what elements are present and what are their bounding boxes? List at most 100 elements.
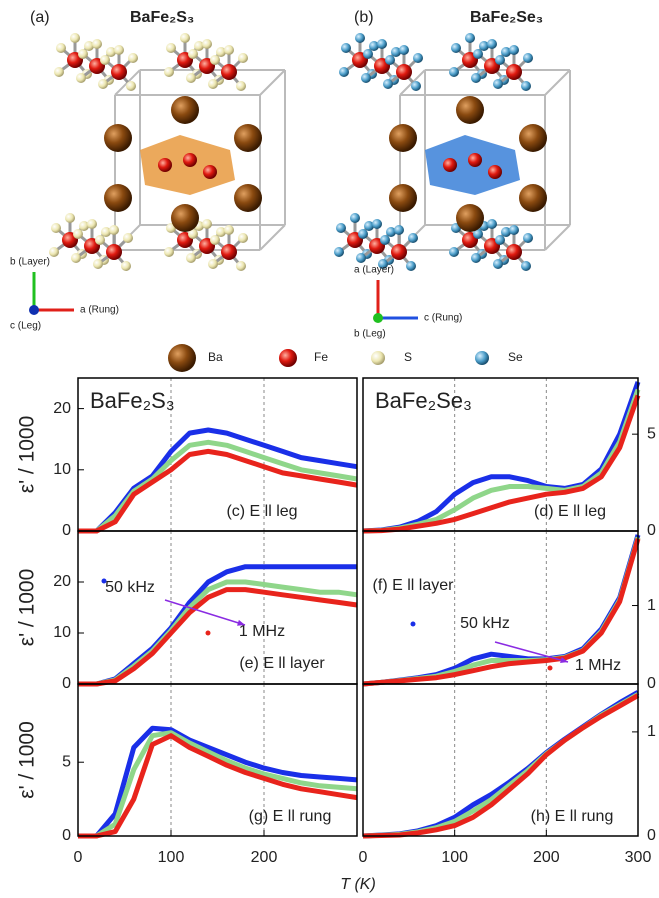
anion-atom xyxy=(523,233,533,243)
anion-atom xyxy=(236,261,246,271)
axis-label: a (Layer) xyxy=(354,265,394,276)
axis-label: b (Layer) xyxy=(10,257,50,268)
cell-edge xyxy=(545,225,570,250)
anion-atom xyxy=(413,53,423,63)
anion-atom xyxy=(65,213,75,223)
anion-atom xyxy=(449,247,459,257)
anion-atom xyxy=(385,55,395,65)
anion-atom xyxy=(224,45,234,55)
anion-atom xyxy=(166,43,176,53)
legend-label: Ba xyxy=(208,350,223,364)
legend-atom xyxy=(475,351,489,365)
annotation: 1 MHz xyxy=(239,623,285,640)
anion-atom xyxy=(92,39,102,49)
ba-atom xyxy=(171,96,199,124)
anion-atom xyxy=(210,235,220,245)
anion-atom xyxy=(471,73,481,83)
anion-atom xyxy=(87,219,97,229)
annotation-dot xyxy=(548,666,553,671)
panel-label: (h) E ll rung xyxy=(531,808,614,825)
anion-atom xyxy=(473,49,483,59)
anion-atom xyxy=(208,259,218,269)
y-tick-label: 0 xyxy=(62,827,71,844)
anion-atom xyxy=(224,225,234,235)
anion-atom xyxy=(487,219,497,229)
anion-atom xyxy=(521,81,531,91)
anion-atom xyxy=(451,43,461,53)
anion-atom xyxy=(523,53,533,63)
y-tick-label: 1 xyxy=(647,597,656,614)
annotation: 1 MHz xyxy=(575,657,621,674)
y-tick-label: 10 xyxy=(53,624,71,641)
anion-atom xyxy=(114,45,124,55)
anion-atom xyxy=(493,259,503,269)
anion-atom xyxy=(202,219,212,229)
y-tick-label: 20 xyxy=(53,400,71,417)
anion-atom xyxy=(341,43,351,53)
anion-atom xyxy=(208,79,218,89)
axis-label: c (Leg) xyxy=(10,321,41,332)
figure: (a)BaFe₂S₃b (Layer)a (Rung)c (Leg)(b)BaF… xyxy=(0,0,659,898)
anion-atom xyxy=(202,39,212,49)
anion-atom xyxy=(356,253,366,263)
anion-atom xyxy=(383,79,393,89)
legend-label: Se xyxy=(508,350,523,364)
anion-atom xyxy=(210,55,220,65)
anion-atom xyxy=(336,223,346,233)
anion-atom xyxy=(509,45,519,55)
anion-atom xyxy=(93,259,103,269)
annotation: 50 kHz xyxy=(460,615,510,632)
y-tick-label: 10 xyxy=(53,461,71,478)
anion-atom xyxy=(358,229,368,239)
page: (a)BaFe₂S₃b (Layer)a (Rung)c (Leg)(b)BaF… xyxy=(0,0,659,898)
anion-atom xyxy=(465,33,475,43)
anion-atom xyxy=(521,261,531,271)
anion-atom xyxy=(164,247,174,257)
anion-atom xyxy=(71,253,81,263)
axis-dot xyxy=(29,305,39,315)
fe-atom xyxy=(106,244,122,260)
anion-atom xyxy=(180,33,190,43)
anion-atom xyxy=(399,45,409,55)
y-tick-label: 1 xyxy=(647,723,656,740)
panel-label: (c) E ll leg xyxy=(226,503,297,520)
axis-label: b (Leg) xyxy=(354,329,386,340)
anion-atom xyxy=(126,81,136,91)
structure-title: BaFe₂S₃ xyxy=(130,9,194,26)
anion-atom xyxy=(471,253,481,263)
ba-atom xyxy=(234,184,262,212)
y-tick-label: 0 xyxy=(647,675,656,692)
anion-atom xyxy=(495,235,505,245)
panel-title: BaFe₂S₃ xyxy=(90,388,175,413)
ba-atom xyxy=(456,204,484,232)
fe-atom xyxy=(111,64,127,80)
fe-atom xyxy=(468,153,482,167)
anion-atom xyxy=(51,223,61,233)
fe-atom xyxy=(443,158,457,172)
fe-atom xyxy=(221,64,237,80)
anion-atom xyxy=(121,261,131,271)
ba-atom xyxy=(519,184,547,212)
ba-atom xyxy=(234,124,262,152)
annotation-dot xyxy=(206,631,211,636)
cell-edge xyxy=(260,70,285,95)
y-tick-label: 20 xyxy=(53,573,71,590)
anion-atom xyxy=(394,225,404,235)
ba-atom xyxy=(389,124,417,152)
anion-atom xyxy=(355,33,365,43)
y-tick-label: 0 xyxy=(647,827,656,844)
anion-atom xyxy=(70,33,80,43)
x-tick-label: 200 xyxy=(533,849,560,866)
anion-atom xyxy=(100,55,110,65)
cell-edge xyxy=(545,70,570,95)
anion-atom xyxy=(109,225,119,235)
y-tick-label: 0 xyxy=(647,522,656,539)
panel-label: (f) E ll layer xyxy=(373,577,455,594)
panel-title: BaFe₂Se₃ xyxy=(375,388,472,413)
anion-atom xyxy=(95,235,105,245)
legend-atom xyxy=(371,351,385,365)
anion-atom xyxy=(56,43,66,53)
anion-atom xyxy=(339,67,349,77)
anion-atom xyxy=(188,49,198,59)
legend-label: S xyxy=(404,350,412,364)
